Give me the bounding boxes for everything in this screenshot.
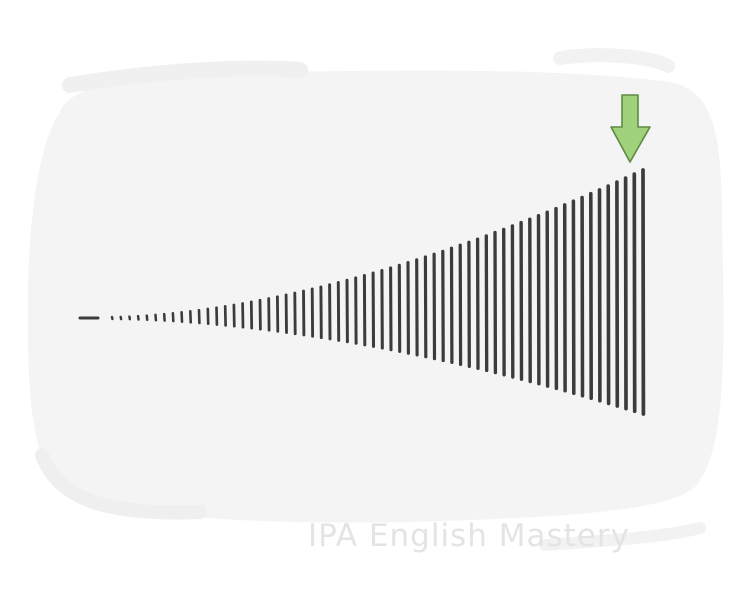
background-blob (27, 48, 724, 551)
watermark-text: IPA English Mastery (308, 518, 630, 554)
waveform-bars (78, 168, 646, 416)
arrow-down-icon (610, 94, 651, 163)
